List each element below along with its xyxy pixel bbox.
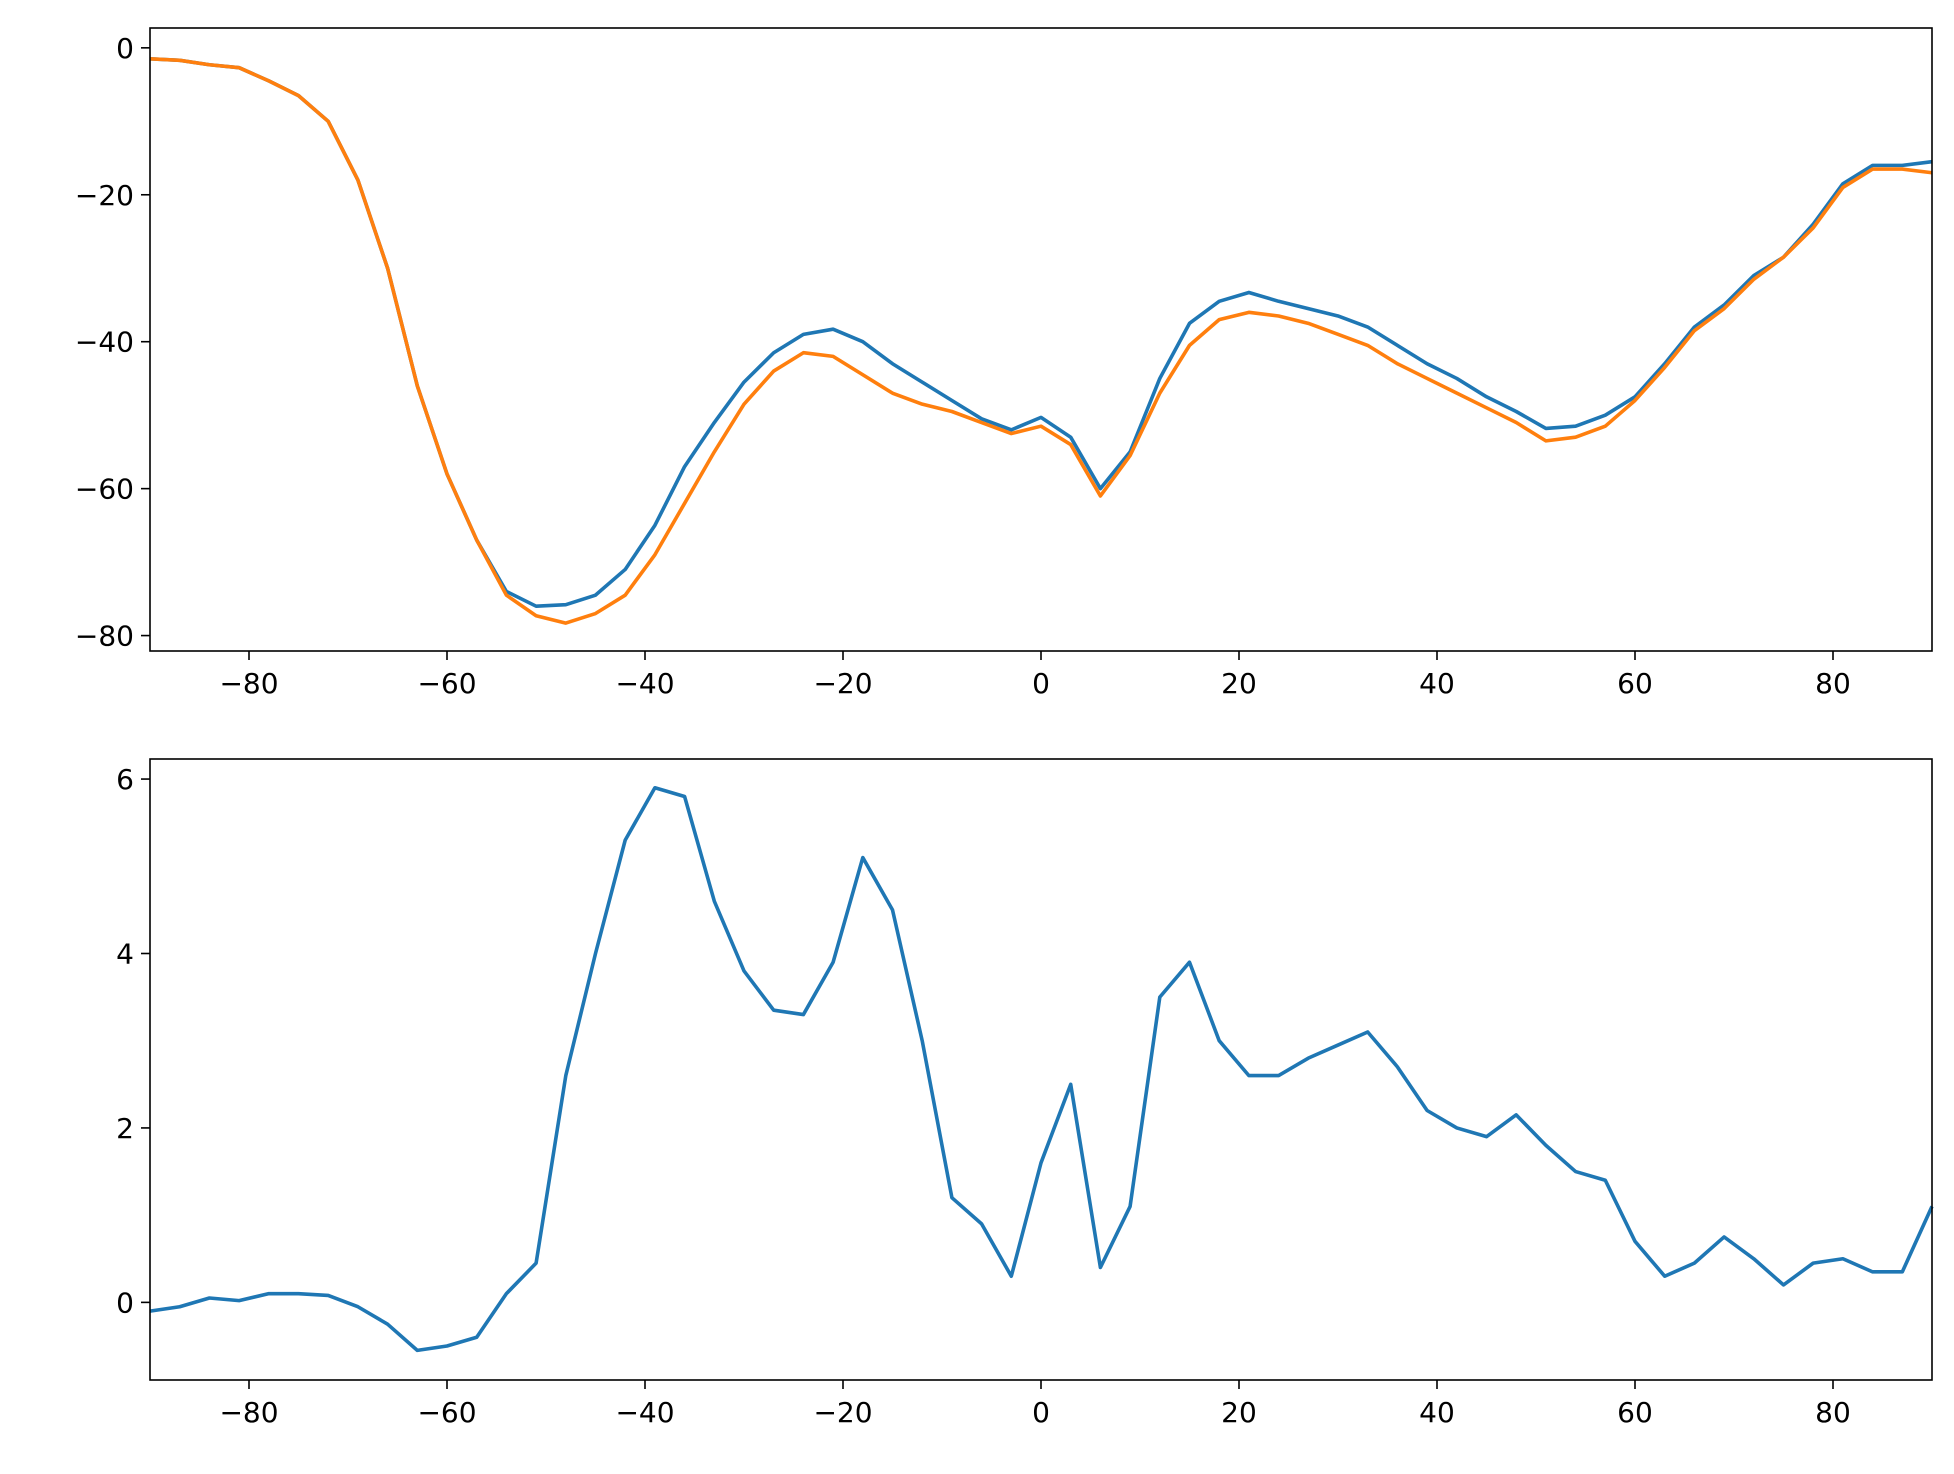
- x-tick-label: −60: [417, 1396, 476, 1429]
- x-tick-label: −80: [219, 667, 278, 700]
- y-tick-label: 6: [116, 763, 134, 796]
- x-tick-label: −80: [219, 1396, 278, 1429]
- x-tick-label: −40: [615, 667, 674, 700]
- x-tick-label: 20: [1221, 667, 1257, 700]
- x-tick-label: 60: [1617, 1396, 1653, 1429]
- x-tick-label: 80: [1815, 1396, 1851, 1429]
- data-line: [149, 785, 1934, 1353]
- x-tick-label: 40: [1419, 667, 1455, 700]
- y-tick-label: −60: [75, 473, 134, 506]
- x-tick-label: 60: [1617, 667, 1653, 700]
- data-line: [149, 57, 1933, 608]
- x-tick-label: 0: [1032, 1396, 1050, 1429]
- x-tick-label: 0: [1032, 667, 1050, 700]
- y-tick-label: 0: [116, 1286, 134, 1319]
- x-tick-label: 40: [1419, 1396, 1455, 1429]
- x-tick-label: −20: [813, 667, 872, 700]
- y-tick-label: −20: [75, 179, 134, 212]
- axes-frame: [149, 758, 1933, 1381]
- data-line: [149, 57, 1933, 625]
- x-tick-label: −40: [615, 1396, 674, 1429]
- y-tick-label: −40: [75, 326, 134, 359]
- x-tick-label: −60: [417, 667, 476, 700]
- x-tick-label: 80: [1815, 667, 1851, 700]
- y-tick-label: 4: [116, 937, 134, 970]
- x-tick-label: −20: [813, 1396, 872, 1429]
- axes-frame: [149, 27, 1933, 652]
- x-tick-label: 20: [1221, 1396, 1257, 1429]
- y-tick-label: 2: [116, 1112, 134, 1145]
- y-tick-label: 0: [116, 32, 134, 65]
- y-tick-label: −80: [75, 620, 134, 653]
